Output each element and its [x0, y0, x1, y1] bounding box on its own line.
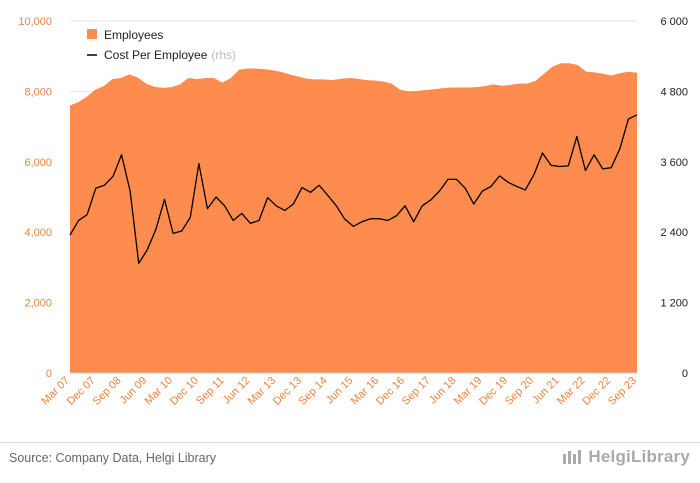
legend-label-employees: Employees [104, 28, 163, 42]
y-right-tick-label: 0 [682, 368, 688, 380]
x-tick-label: Sep 17 [400, 375, 433, 408]
employees-area-layer [70, 63, 637, 374]
y-left-tick-label: 10,000 [18, 16, 52, 28]
legend-swatch-employees [87, 29, 97, 39]
y-right-tick-label: 4 800 [660, 86, 688, 98]
y-left-tick-label: 0 [46, 368, 52, 380]
x-tick-label: Sep 08 [91, 375, 124, 408]
y-left-tick-label: 2,000 [24, 298, 52, 310]
y-right-tick-label: 1 200 [660, 298, 688, 310]
y-right-tick-label: 6 000 [660, 16, 688, 28]
cost-line-layer [69, 114, 638, 264]
brand-text: HelgiLibrary [588, 447, 690, 466]
x-tick-label: Sep 11 [194, 375, 227, 408]
chart: 0 2,000 4,000 6,000 8,000 10,000 0 1 200 2 400 3 … [18, 16, 688, 408]
footer-divider [0, 442, 700, 443]
employees-area [70, 63, 637, 374]
legend-label-cost: Cost Per Employee (rhs) [104, 48, 236, 62]
y-left-tick-label: 8,000 [24, 86, 52, 98]
brand-logo: HelgiLibrary [562, 447, 690, 469]
library-icon [562, 448, 584, 469]
y-right-tick-label: 3 600 [660, 157, 688, 169]
x-tick-label: Dec 10 [168, 375, 201, 408]
x-tick-label: Sep 14 [297, 375, 330, 408]
x-tick-label: Sep 23 [606, 375, 639, 408]
source-note: Source: Company Data, Helgi Library [9, 451, 217, 465]
y-right-tick-label: 2 400 [660, 227, 688, 239]
y-left-tick-label: 6,000 [24, 157, 52, 169]
cost-per-employee-line [69, 114, 638, 264]
x-tick-label: Sep 20 [503, 375, 536, 408]
y-left-tick-label: 4,000 [24, 227, 52, 239]
legend: Employees Cost Per Employee (rhs) [87, 28, 236, 62]
